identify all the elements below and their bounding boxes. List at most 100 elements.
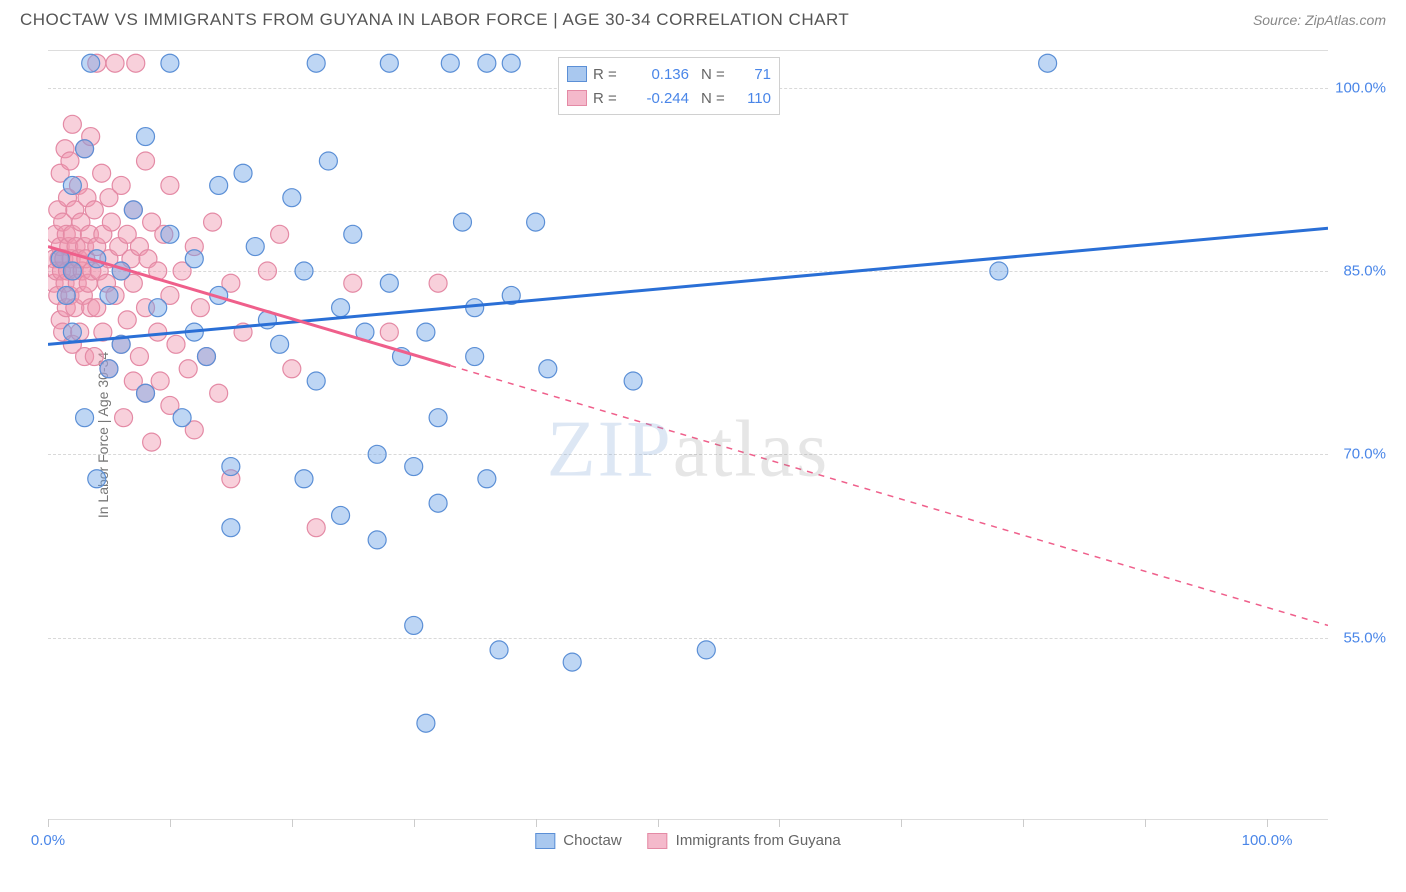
data-point-guyana	[115, 409, 133, 427]
data-point-choctaw	[137, 128, 155, 146]
n-value-choctaw: 71	[735, 66, 771, 83]
legend-item-choctaw: Choctaw	[535, 832, 621, 849]
data-point-guyana	[380, 323, 398, 341]
data-point-choctaw	[502, 54, 520, 72]
data-point-guyana	[283, 360, 301, 378]
data-point-guyana	[118, 311, 136, 329]
data-point-choctaw	[295, 262, 313, 280]
data-point-choctaw	[173, 409, 191, 427]
data-point-guyana	[137, 152, 155, 170]
data-point-choctaw	[161, 54, 179, 72]
plot-area: In Labor Force | Age 30-34 R = 0.136 N =…	[48, 50, 1328, 820]
chart-container: In Labor Force | Age 30-34 R = 0.136 N =…	[48, 50, 1388, 820]
scatter-plot	[48, 51, 1328, 821]
data-point-choctaw	[453, 213, 471, 231]
data-point-guyana	[429, 274, 447, 292]
legend-label-guyana: Immigrants from Guyana	[676, 832, 841, 849]
r-label: R =	[593, 66, 621, 83]
data-point-choctaw	[82, 54, 100, 72]
data-point-choctaw	[1039, 54, 1057, 72]
data-point-choctaw	[124, 201, 142, 219]
data-point-choctaw	[697, 641, 715, 659]
data-point-choctaw	[319, 152, 337, 170]
data-point-choctaw	[527, 213, 545, 231]
regression-line-choctaw	[48, 228, 1328, 344]
data-point-choctaw	[76, 140, 94, 158]
data-point-guyana	[258, 262, 276, 280]
r-value-choctaw: 0.136	[627, 66, 689, 83]
data-point-choctaw	[405, 458, 423, 476]
data-point-choctaw	[88, 470, 106, 488]
data-point-choctaw	[76, 409, 94, 427]
swatch-guyana-icon	[567, 90, 587, 106]
data-point-choctaw	[63, 262, 81, 280]
chart-source: Source: ZipAtlas.com	[1253, 12, 1386, 28]
x-tick-label: 100.0%	[1242, 832, 1293, 849]
y-tick-label: 55.0%	[1343, 629, 1386, 646]
data-point-choctaw	[271, 335, 289, 353]
y-tick-label: 100.0%	[1335, 79, 1386, 96]
data-point-guyana	[151, 372, 169, 390]
data-point-choctaw	[332, 506, 350, 524]
data-point-choctaw	[57, 286, 75, 304]
data-point-guyana	[85, 348, 103, 366]
data-point-choctaw	[137, 384, 155, 402]
stats-row-guyana: R = -0.244 N = 110	[567, 86, 771, 110]
swatch-choctaw-icon	[535, 833, 555, 849]
r-value-guyana: -0.244	[627, 90, 689, 107]
data-point-guyana	[63, 115, 81, 133]
data-point-choctaw	[246, 238, 264, 256]
data-point-choctaw	[368, 445, 386, 463]
data-point-choctaw	[368, 531, 386, 549]
series-legend: Choctaw Immigrants from Guyana	[535, 832, 840, 849]
data-point-choctaw	[466, 348, 484, 366]
chart-title: CHOCTAW VS IMMIGRANTS FROM GUYANA IN LAB…	[20, 10, 849, 30]
data-point-choctaw	[490, 641, 508, 659]
data-point-choctaw	[197, 348, 215, 366]
data-point-choctaw	[283, 189, 301, 207]
swatch-guyana-icon	[648, 833, 668, 849]
data-point-choctaw	[539, 360, 557, 378]
data-point-choctaw	[417, 714, 435, 732]
data-point-choctaw	[332, 299, 350, 317]
data-point-choctaw	[100, 360, 118, 378]
y-tick-label: 85.0%	[1343, 263, 1386, 280]
data-point-guyana	[61, 152, 79, 170]
data-point-choctaw	[185, 250, 203, 268]
data-point-guyana	[204, 213, 222, 231]
data-point-choctaw	[624, 372, 642, 390]
data-point-choctaw	[380, 54, 398, 72]
data-point-choctaw	[405, 616, 423, 634]
data-point-choctaw	[149, 299, 167, 317]
data-point-choctaw	[210, 176, 228, 194]
n-label: N =	[701, 90, 729, 107]
data-point-guyana	[106, 54, 124, 72]
data-point-choctaw	[63, 176, 81, 194]
data-point-guyana	[102, 213, 120, 231]
data-point-choctaw	[478, 470, 496, 488]
legend-label-choctaw: Choctaw	[563, 832, 621, 849]
regression-line-guyana	[48, 247, 450, 366]
data-point-choctaw	[417, 323, 435, 341]
data-point-choctaw	[478, 54, 496, 72]
data-point-guyana	[149, 323, 167, 341]
data-point-guyana	[127, 54, 145, 72]
y-tick-label: 70.0%	[1343, 446, 1386, 463]
data-point-guyana	[85, 201, 103, 219]
data-point-choctaw	[380, 274, 398, 292]
x-tick-label: 0.0%	[31, 832, 65, 849]
n-label: N =	[701, 66, 729, 83]
data-point-choctaw	[563, 653, 581, 671]
data-point-choctaw	[429, 494, 447, 512]
data-point-choctaw	[295, 470, 313, 488]
data-point-choctaw	[344, 225, 362, 243]
data-point-guyana	[93, 164, 111, 182]
data-point-guyana	[130, 348, 148, 366]
data-point-guyana	[307, 519, 325, 537]
stats-row-choctaw: R = 0.136 N = 71	[567, 62, 771, 86]
data-point-guyana	[344, 274, 362, 292]
data-point-guyana	[112, 176, 130, 194]
data-point-guyana	[210, 384, 228, 402]
data-point-choctaw	[222, 519, 240, 537]
data-point-guyana	[179, 360, 197, 378]
